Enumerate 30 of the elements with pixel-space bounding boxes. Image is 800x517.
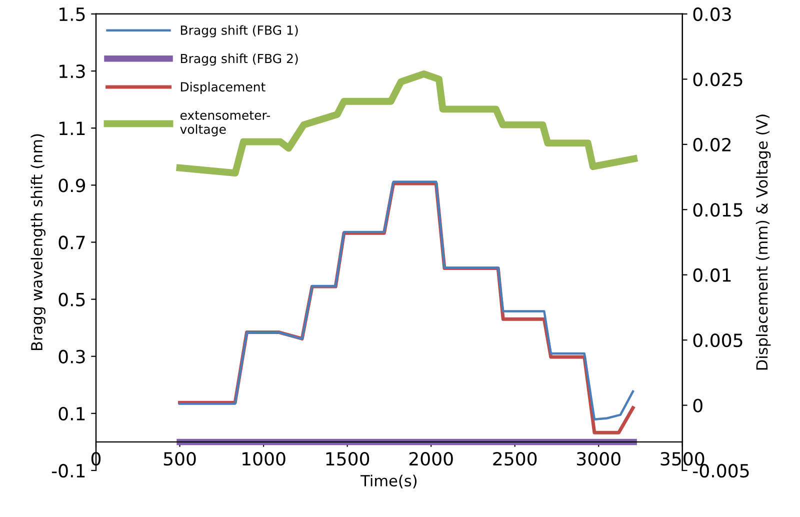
legend-label: Displacement [180, 82, 266, 94]
y2-tick-label: 0.03 [693, 7, 731, 22]
y2-tick-label: 0.005 [693, 333, 742, 348]
x-tick-label: 3000 [577, 452, 620, 466]
y-tick-label: 0.3 [58, 350, 85, 364]
x-tick-label: 1000 [242, 452, 286, 466]
y-tick-label: 1.5 [60, 8, 85, 22]
legend-label: extensometer- voltage [180, 110, 270, 136]
x-tick-label: 2000 [409, 452, 453, 466]
x-tick-label: 1500 [326, 452, 370, 466]
y-tick-label: 0.7 [58, 236, 85, 250]
y-tick-label: 0.1 [58, 406, 85, 421]
x-axis-title: Time(s) [360, 474, 417, 488]
y2-tick-label: 0.01 [693, 268, 731, 282]
legend-label: Bragg shift (FBG 1) [180, 25, 298, 38]
y-tick-label: 1.1 [60, 122, 85, 135]
y2-tick-label: -0.005 [693, 464, 749, 478]
y2-tick-label: 0.015 [693, 203, 742, 217]
x-tick-label: 500 [164, 452, 196, 466]
y-tick-label: -0.1 [52, 464, 85, 478]
y-axis-title: Bragg wavelength shift (nm) [30, 134, 46, 350]
y2-tick-label: 0.025 [693, 72, 742, 86]
y-tick-label: 0.9 [58, 178, 86, 192]
x-tick-label: 2500 [493, 452, 537, 466]
y2-axis-title: Displacement (mm) & Voltage (V) [756, 114, 771, 370]
legend-label: Bragg shift (FBG 2) [180, 54, 298, 66]
y-tick-label: 1.3 [60, 64, 85, 78]
y-tick-label: 0.5 [58, 292, 85, 306]
y2-tick-label: 0 [693, 398, 702, 412]
y2-tick-label: 0.02 [693, 138, 731, 152]
